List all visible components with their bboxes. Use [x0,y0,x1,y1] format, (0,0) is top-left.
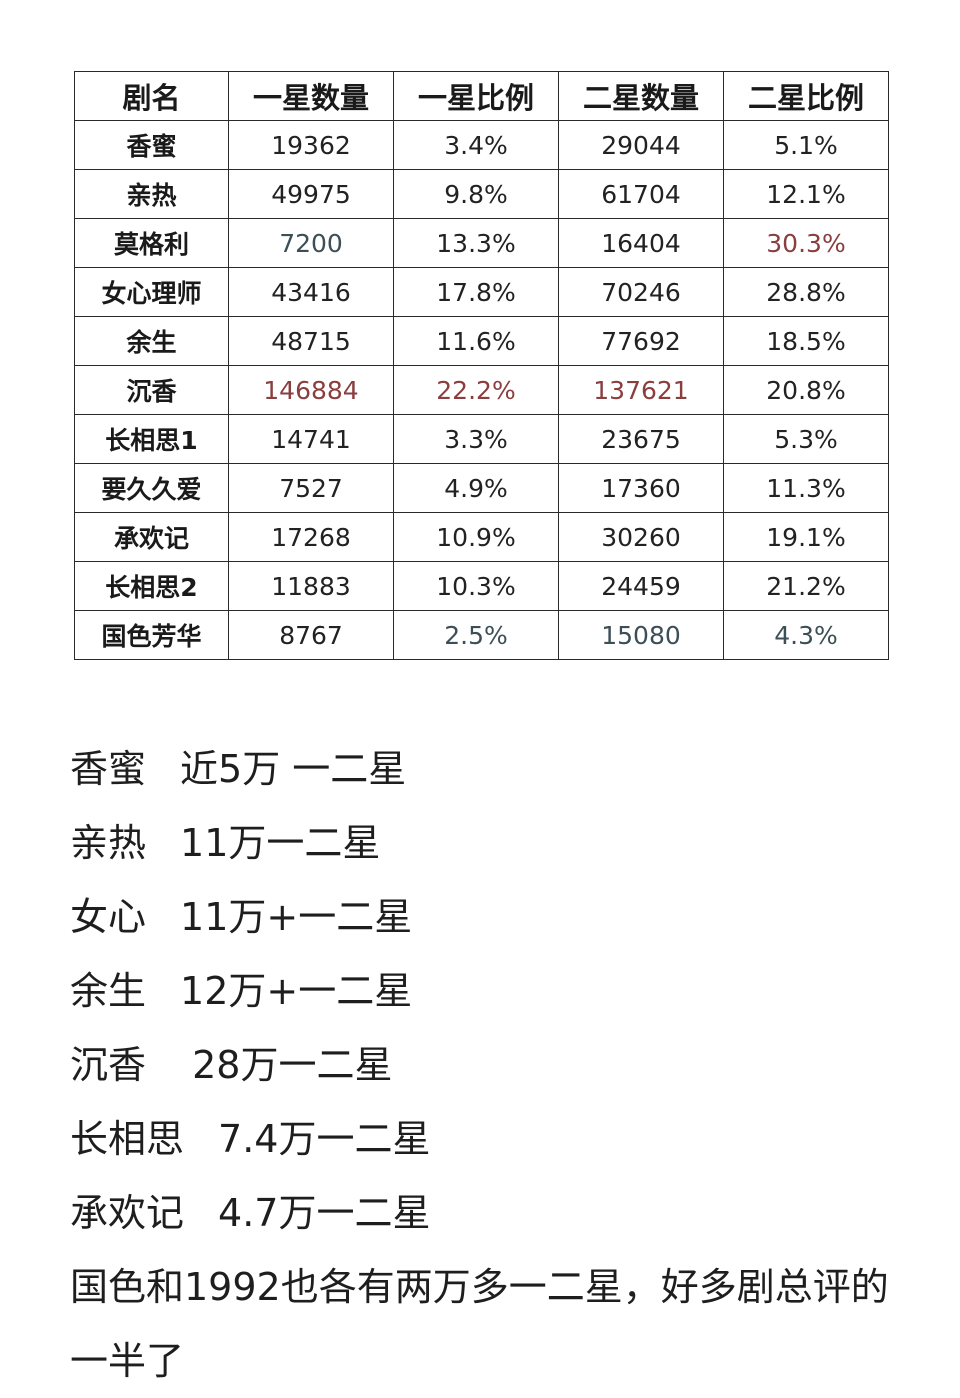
note-line: 余生 12万+一二星 [70,954,910,1028]
cell-one-star-ratio: 2.5% [393,610,559,660]
cell-two-star-ratio: 4.3% [723,610,889,660]
table-row: 香蜜 19362 3.4% 29044 5.1% [74,120,889,170]
header-one-star-ratio: 一星比例 [393,71,559,121]
cell-one-star-count: 7200 [228,218,394,268]
note-line: 沉香 28万一二星 [70,1028,910,1102]
note-amount: 4.7万一二星 [218,1191,431,1235]
cell-name: 女心理师 [74,267,229,317]
table-row: 承欢记 17268 10.9% 30260 19.1% [74,512,889,562]
cell-two-star-count: 15080 [558,610,724,660]
table-row: 亲热 49975 9.8% 61704 12.1% [74,169,889,219]
header-drama-name: 剧名 [74,71,229,121]
ratings-table: 剧名 一星数量 一星比例 二星数量 二星比例 香蜜 19362 3.4% 290… [74,71,889,660]
cell-one-star-ratio: 13.3% [393,218,559,268]
cell-one-star-count: 48715 [228,316,394,366]
note-label: 长相思 [70,1117,185,1161]
cell-two-star-count: 29044 [558,120,724,170]
cell-two-star-count: 137621 [558,365,724,415]
note-line: 承欢记 4.7万一二星 [70,1176,910,1250]
cell-two-star-count: 77692 [558,316,724,366]
note-paragraph: 国色和1992也各有两万多一二星，好多剧总评的一半了 [70,1265,889,1383]
cell-one-star-ratio: 10.3% [393,561,559,611]
cell-name: 莫格利 [74,218,229,268]
cell-two-star-ratio: 20.8% [723,365,889,415]
cell-two-star-count: 16404 [558,218,724,268]
cell-two-star-ratio: 28.8% [723,267,889,317]
table-row: 长相思1 14741 3.3% 23675 5.3% [74,414,889,464]
note-amount: 7.4万一二星 [218,1117,431,1161]
cell-two-star-ratio: 19.1% [723,512,889,562]
header-one-star-count: 一星数量 [228,71,394,121]
cell-one-star-count: 14741 [228,414,394,464]
note-label: 亲热 [70,821,147,865]
cell-two-star-ratio: 18.5% [723,316,889,366]
note-line: 长相思 7.4万一二星 [70,1102,910,1176]
cell-name: 承欢记 [74,512,229,562]
cell-one-star-count: 49975 [228,169,394,219]
cell-one-star-count: 7527 [228,463,394,513]
cell-name: 亲热 [74,169,229,219]
note-label: 香蜜 [70,747,147,791]
cell-name: 要久久爱 [74,463,229,513]
cell-two-star-count: 23675 [558,414,724,464]
cell-two-star-count: 24459 [558,561,724,611]
cell-one-star-ratio: 3.3% [393,414,559,464]
cell-one-star-count: 146884 [228,365,394,415]
table-row: 女心理师 43416 17.8% 70246 28.8% [74,267,889,317]
note-label: 沉香 [70,1043,147,1087]
note-label: 余生 [70,969,147,1013]
table-row: 莫格利 7200 13.3% 16404 30.3% [74,218,889,268]
table-row: 余生 48715 11.6% 77692 18.5% [74,316,889,366]
note-label: 女心 [70,895,147,939]
cell-name: 长相思2 [74,561,229,611]
cell-name: 长相思1 [74,414,229,464]
cell-one-star-count: 19362 [228,120,394,170]
cell-name: 香蜜 [74,120,229,170]
cell-one-star-ratio: 11.6% [393,316,559,366]
table-header-row: 剧名 一星数量 一星比例 二星数量 二星比例 [74,71,889,121]
note-amount: 近5万 一二星 [180,747,407,791]
cell-one-star-ratio: 3.4% [393,120,559,170]
cell-one-star-count: 17268 [228,512,394,562]
cell-two-star-count: 70246 [558,267,724,317]
cell-two-star-ratio: 11.3% [723,463,889,513]
table-row: 国色芳华 8767 2.5% 15080 4.3% [74,610,889,660]
cell-two-star-ratio: 5.3% [723,414,889,464]
note-line: 亲热 11万一二星 [70,806,910,880]
cell-name: 余生 [74,316,229,366]
note-amount: 11万+一二星 [180,895,413,939]
note-amount: 12万+一二星 [180,969,413,1013]
cell-one-star-ratio: 10.9% [393,512,559,562]
header-two-star-count: 二星数量 [558,71,724,121]
header-two-star-ratio: 二星比例 [723,71,889,121]
cell-two-star-count: 17360 [558,463,724,513]
cell-one-star-count: 11883 [228,561,394,611]
table-row: 要久久爱 7527 4.9% 17360 11.3% [74,463,889,513]
ratings-table-container: 剧名 一星数量 一星比例 二星数量 二星比例 香蜜 19362 3.4% 290… [74,71,889,660]
cell-two-star-ratio: 5.1% [723,120,889,170]
cell-two-star-ratio: 12.1% [723,169,889,219]
note-line: 女心 11万+一二星 [70,880,910,954]
cell-two-star-ratio: 21.2% [723,561,889,611]
notes-text: 香蜜 近5万 一二星 亲热 11万一二星 女心 11万+一二星 余生 12万+一二星 沉… [70,732,910,1398]
cell-one-star-ratio: 4.9% [393,463,559,513]
table-row: 沉香 146884 22.2% 137621 20.8% [74,365,889,415]
table-row: 长相思2 11883 10.3% 24459 21.2% [74,561,889,611]
cell-one-star-ratio: 22.2% [393,365,559,415]
note-amount: 28万一二星 [180,1043,393,1087]
cell-two-star-count: 30260 [558,512,724,562]
cell-name: 沉香 [74,365,229,415]
cell-one-star-ratio: 9.8% [393,169,559,219]
cell-name: 国色芳华 [74,610,229,660]
cell-two-star-ratio: 30.3% [723,218,889,268]
cell-one-star-ratio: 17.8% [393,267,559,317]
cell-one-star-count: 43416 [228,267,394,317]
note-line: 香蜜 近5万 一二星 [70,732,910,806]
note-amount: 11万一二星 [180,821,381,865]
cell-one-star-count: 8767 [228,610,394,660]
cell-two-star-count: 61704 [558,169,724,219]
note-label: 承欢记 [70,1191,185,1235]
